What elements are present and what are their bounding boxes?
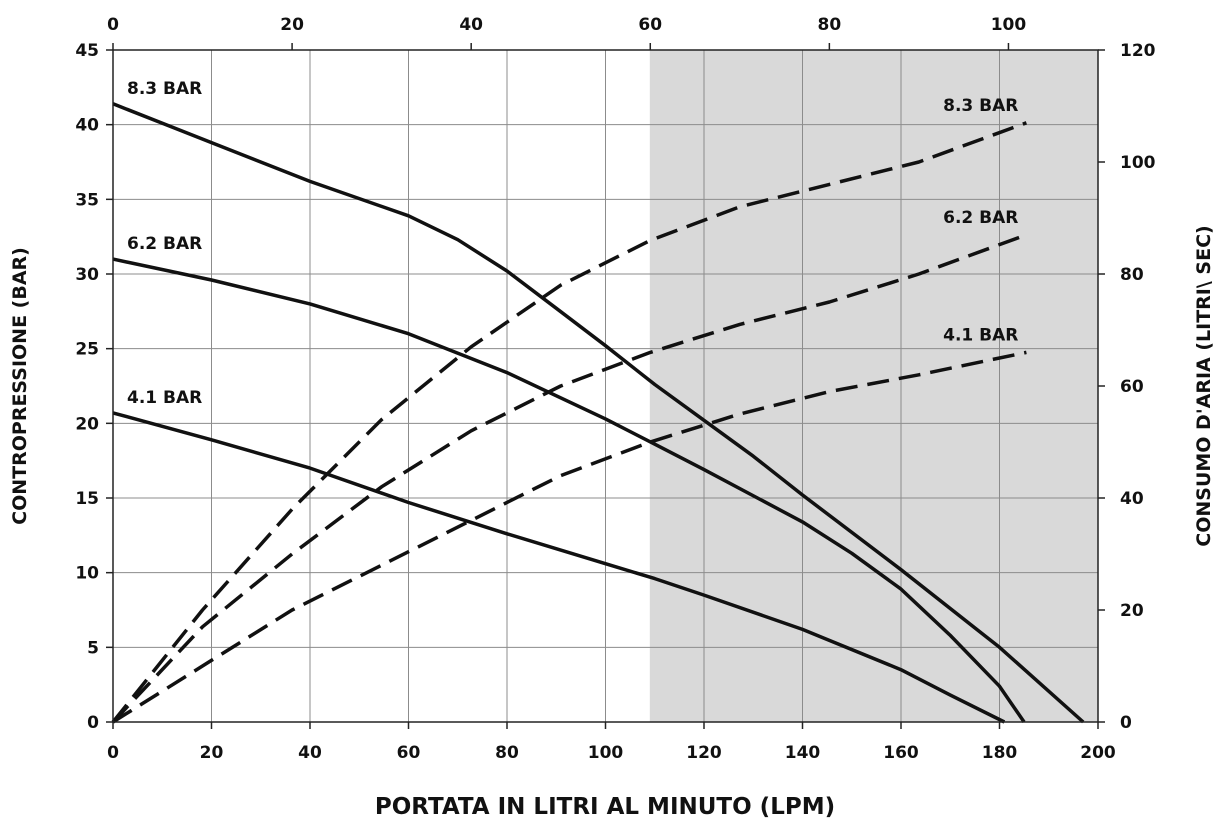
series-label: 8.3 BAR xyxy=(127,79,202,99)
y-tick-label: 0 xyxy=(87,713,99,733)
y2-tick-label: 100 xyxy=(1120,153,1156,173)
series-labels: 8.3 BAR 6.2 BAR 4.1 BAR 8.3 BAR 6.2 BAR 4.1 B… xyxy=(127,79,1018,408)
y-tick-label: 20 xyxy=(75,414,99,434)
y-tick-label: 10 xyxy=(75,564,99,584)
y-tick-label: 40 xyxy=(75,116,99,136)
x2-tick-label: 20 xyxy=(280,15,304,35)
air-consumption-line-6-2-bar xyxy=(111,233,1027,724)
x-tick-label: 140 xyxy=(785,743,821,763)
shaded-region xyxy=(649,50,1098,722)
y-tick-label: 45 xyxy=(75,41,99,61)
x2-tick-label: 80 xyxy=(818,15,842,35)
x-tick-label: 100 xyxy=(588,743,624,763)
x-tick-label: 160 xyxy=(883,743,919,763)
y-axis-title: CONTROPRESSIONE (BAR) xyxy=(9,247,31,525)
y2-tick-label: 20 xyxy=(1120,601,1144,621)
x2-tick-label: 0 xyxy=(107,15,119,35)
series-label: 4.1 BAR xyxy=(127,388,202,408)
air-consumption-line-8-3-bar xyxy=(111,121,1027,724)
back-pressure-line-6-2-bar xyxy=(112,257,1026,723)
back-pressure-line-4-1-bar xyxy=(112,411,1006,724)
x-tick-label: 0 xyxy=(107,743,119,763)
y2-axis-title: CONSUMO D'ARIA (LITRI\ SEC) xyxy=(1193,225,1215,546)
y-tick-label: 5 xyxy=(87,638,99,658)
tick-labels: 0 20 40 60 80 100 120 140 160 180 2000510152025303… xyxy=(75,15,1155,763)
y2-tick-label: 0 xyxy=(1120,713,1132,733)
x-tick-label: 120 xyxy=(686,743,722,763)
series-lines xyxy=(111,102,1085,724)
series-label: 8.3 BAR xyxy=(943,96,1018,116)
x2-tick-label: 60 xyxy=(638,15,662,35)
air-consumption-line-4-1-bar xyxy=(112,350,1027,724)
x-tick-label: 80 xyxy=(495,743,519,763)
y2-tick-label: 60 xyxy=(1120,377,1144,397)
y-tick-label: 30 xyxy=(75,265,99,285)
y2-tick-label: 40 xyxy=(1120,489,1144,509)
y-tick-label: 25 xyxy=(75,340,99,360)
x-axis-title: PORTATA IN LITRI AL MINUTO (LPM) xyxy=(375,794,835,820)
x2-tick-label: 40 xyxy=(459,15,483,35)
x2-tick-label: 100 xyxy=(991,15,1027,35)
x-tick-label: 20 xyxy=(200,743,224,763)
x-tick-label: 60 xyxy=(397,743,421,763)
series-label: 6.2 BAR xyxy=(127,234,202,254)
series-label: 4.1 BAR xyxy=(943,325,1018,345)
y-tick-label: 15 xyxy=(75,489,99,509)
x-tick-label: 200 xyxy=(1080,743,1116,763)
y-tick-label: 35 xyxy=(75,190,99,210)
back-pressure-line-8-3-bar xyxy=(112,102,1085,724)
series-label: 6.2 BAR xyxy=(943,208,1018,228)
x-tick-label: 180 xyxy=(982,743,1018,763)
y2-tick-label: 120 xyxy=(1120,41,1156,61)
x-tick-label: 40 xyxy=(298,743,322,763)
y2-tick-label: 80 xyxy=(1120,265,1144,285)
